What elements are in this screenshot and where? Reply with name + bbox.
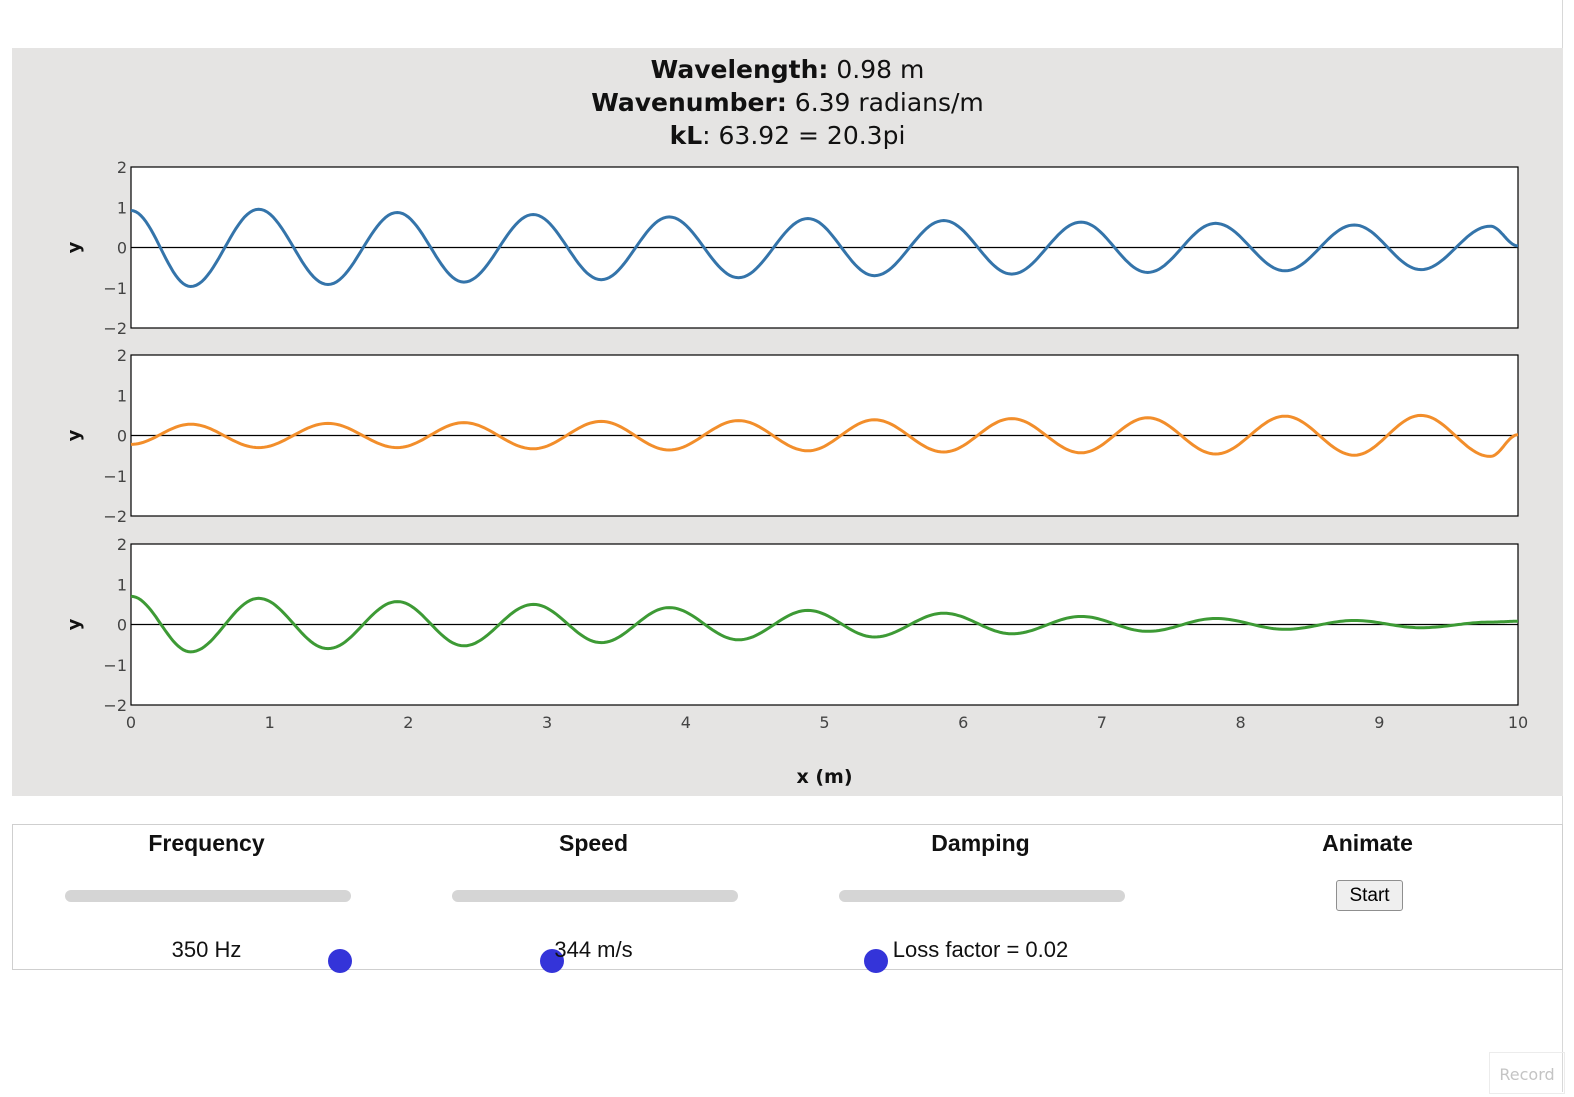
y-tick-label: 0 [117, 239, 127, 258]
wave-line-2 [130, 413, 1519, 458]
damping-value: Loss factor = 0.02 [892, 937, 1069, 962]
animate-title: Animate [1322, 830, 1413, 856]
x-axis-label: x (m) [796, 766, 852, 788]
x-tick-label: 5 [819, 713, 829, 732]
x-tick-label: 8 [1236, 713, 1246, 732]
start-button[interactable]: Start [1336, 880, 1403, 911]
speed-title: Speed [558, 830, 629, 856]
x-tick-label: 3 [542, 713, 552, 732]
y-tick-label: 0 [117, 616, 127, 635]
x-tick-label: 6 [958, 713, 968, 732]
x-tick-label: 9 [1374, 713, 1384, 732]
y-tick-label: −1 [103, 279, 127, 298]
wave-line-1 [130, 207, 1519, 289]
y-tick-label: 2 [117, 346, 127, 365]
frequency-slider-thumb[interactable] [327, 949, 352, 973]
damping-control: Damping Loss factor = 0.02 [787, 825, 1174, 973]
speed-value: 344 m/s [554, 937, 633, 962]
y-tick-label: −1 [103, 656, 127, 675]
frequency-control: Frequency 350 Hz [13, 825, 400, 973]
y-tick-label: −2 [103, 319, 127, 338]
x-tick-label: 7 [1097, 713, 1107, 732]
wavenumber-readout: Wavenumber: 6.39 radians/m [591, 88, 984, 117]
y-axis-label: y [64, 429, 85, 441]
speed-control: Speed 344 m/s [400, 825, 787, 973]
frequency-value: 350 Hz [171, 937, 242, 962]
speed-slider[interactable] [452, 890, 738, 973]
y-tick-label: −2 [103, 696, 127, 715]
x-tick-label: 0 [126, 713, 136, 732]
x-tick-label: 10 [1508, 713, 1528, 732]
damping-slider[interactable] [839, 890, 1125, 973]
x-tick-label: 1 [265, 713, 275, 732]
y-tick-label: −2 [103, 507, 127, 526]
record-button[interactable]: Record [1489, 1052, 1565, 1094]
y-tick-label: 1 [117, 575, 127, 594]
y-tick-label: 0 [117, 427, 127, 446]
y-tick-label: 2 [117, 158, 127, 177]
y-tick-label: −1 [103, 467, 127, 486]
y-tick-label: 1 [117, 198, 127, 217]
damping-slider-thumb[interactable] [864, 949, 889, 973]
wave-line-3 [130, 594, 1518, 654]
y-tick-label: 1 [117, 386, 127, 405]
kl-readout: kL: 63.92 = 20.3pi [669, 121, 906, 150]
frequency-title: Frequency [148, 830, 265, 856]
frequency-slider[interactable] [65, 890, 352, 973]
damping-title: Damping [931, 830, 1030, 856]
speed-slider-thumb[interactable] [540, 949, 565, 973]
y-tick-label: 2 [117, 535, 127, 554]
plot-area: Wavelength: 0.98 m Wavenumber: 6.39 radi… [12, 48, 1563, 796]
y-axis-label: y [64, 618, 85, 630]
y-axis-label: y [64, 241, 85, 253]
x-tick-label: 4 [681, 713, 691, 732]
wavelength-readout: Wavelength: 0.98 m [650, 55, 925, 84]
x-tick-label: 2 [403, 713, 413, 732]
animate-control: Animate Start [1174, 825, 1561, 969]
control-panel: Frequency 350 Hz Speed 344 m/s Damping L… [12, 824, 1563, 973]
